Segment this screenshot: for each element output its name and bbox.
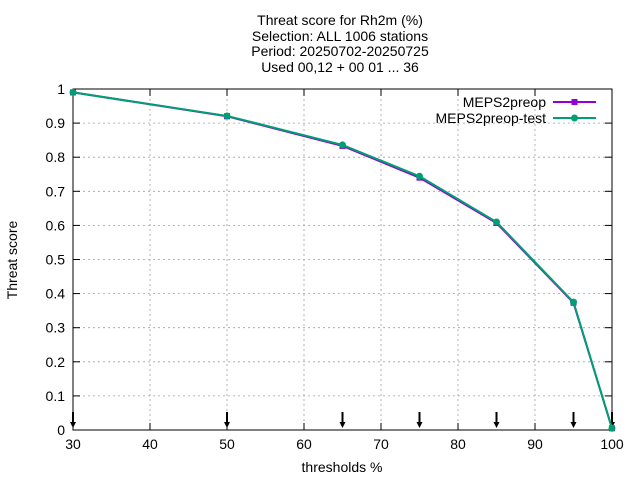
- threshold-marker-arrow: [493, 422, 500, 428]
- data-point: [416, 172, 423, 180]
- title-line-2: Selection: ALL 1006 stations: [251, 28, 429, 44]
- legend-marker-1: [571, 99, 578, 105]
- threshold-markers: [70, 412, 615, 428]
- legend-label-2: MEPS2preop-test: [436, 110, 547, 126]
- title-line-3: Period: 20250702-20250725: [251, 43, 429, 59]
- x-tick-label: 50: [219, 436, 235, 452]
- threshold-marker-arrow: [570, 422, 577, 428]
- data-point: [339, 141, 346, 149]
- y-tick-label: 0: [57, 422, 65, 438]
- y-tick-label: 0.5: [46, 252, 66, 268]
- x-tick-label: 90: [527, 436, 543, 452]
- x-tick-label: 100: [600, 436, 624, 452]
- x-tick-label: 70: [373, 436, 389, 452]
- x-tick-label: 60: [296, 436, 312, 452]
- y-tick-label: 0.7: [46, 183, 66, 199]
- title-line-1: Threat score for Rh2m (%): [257, 12, 423, 28]
- threshold-marker-arrow: [224, 422, 230, 428]
- x-tick-label: 40: [142, 436, 158, 452]
- x-tick-label: 30: [65, 436, 81, 452]
- y-axis-label: Threat score: [4, 220, 20, 299]
- legend-marker-2: [571, 114, 578, 122]
- data-point: [69, 88, 77, 96]
- legend-label-1: MEPS2preop: [463, 94, 546, 110]
- threshold-marker-arrow: [339, 422, 346, 428]
- y-tick-label: 0.1: [46, 388, 66, 404]
- y-tick-label: 0.9: [46, 115, 66, 131]
- data-point: [223, 112, 231, 120]
- y-tick-label: 0.8: [46, 149, 66, 165]
- grid: [73, 89, 612, 430]
- y-tick-label: 0.3: [46, 320, 66, 336]
- axis-ticks: 0 0.1 0.2 0.3 0.4 0.5 0.6 0.7 0.8 0.9 1 30 40 50 60 70 8…: [46, 81, 624, 452]
- series-group: [69, 88, 616, 432]
- y-tick-label: 0.4: [46, 286, 66, 302]
- threshold-marker-arrow: [416, 422, 423, 428]
- data-point: [608, 424, 616, 432]
- title-line-4: Used 00,12 + 00 01 ... 36: [261, 59, 419, 75]
- y-tick-label: 1: [57, 81, 65, 97]
- data-point: [493, 218, 500, 226]
- threshold-marker-arrow: [70, 422, 76, 428]
- x-tick-label: 80: [450, 436, 466, 452]
- y-tick-label: 0.2: [46, 354, 66, 370]
- x-axis-label: thresholds %: [302, 459, 383, 475]
- y-tick-label: 0.6: [46, 217, 66, 233]
- data-point: [570, 298, 577, 306]
